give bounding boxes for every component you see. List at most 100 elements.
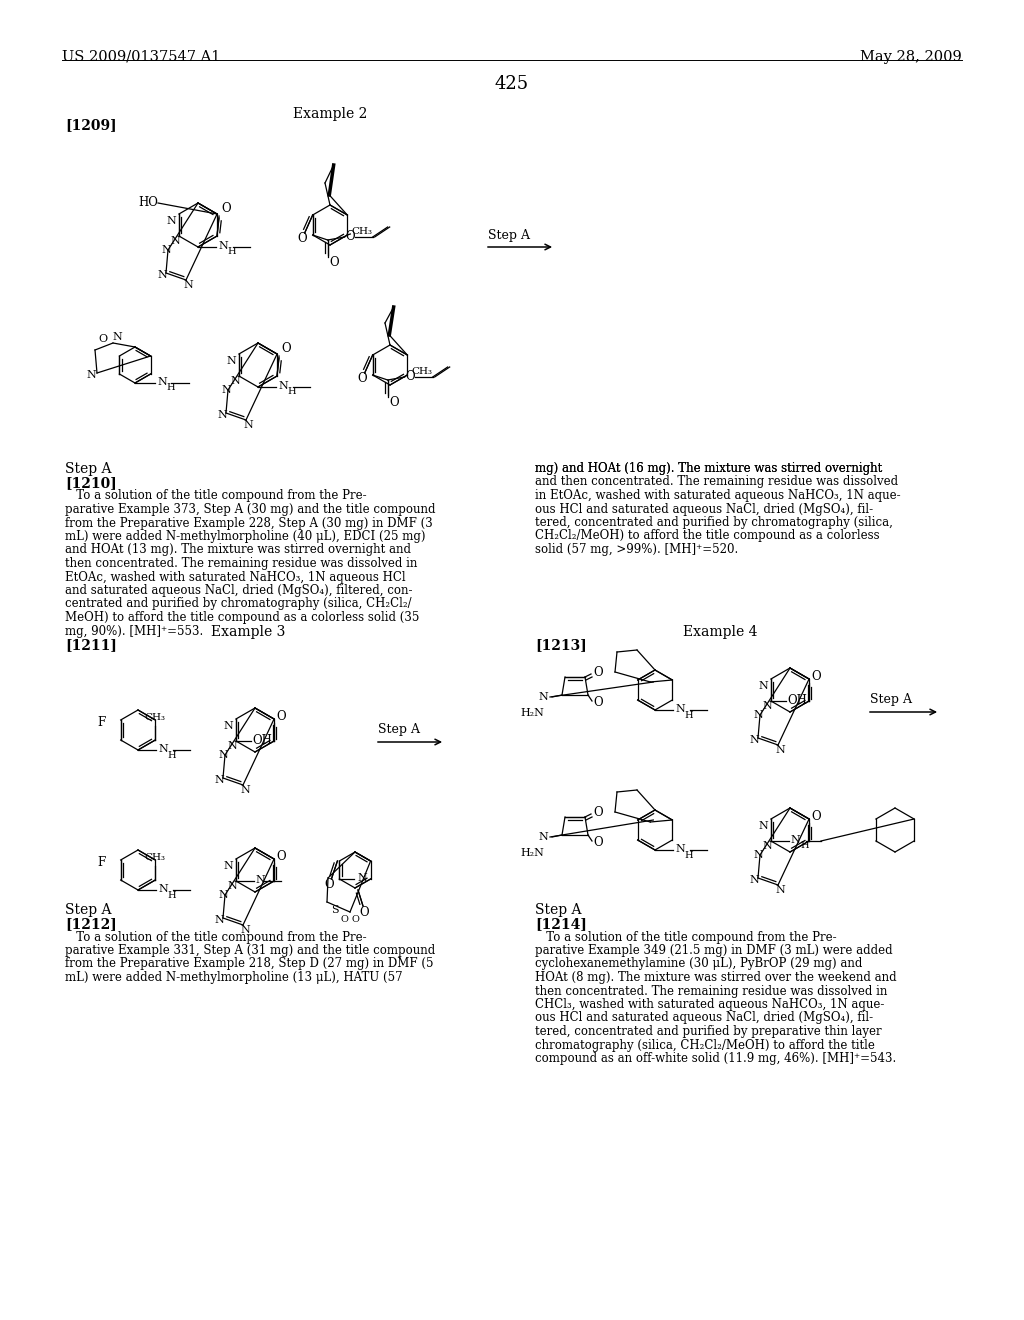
Text: To a solution of the title compound from the Pre-: To a solution of the title compound from…: [535, 931, 837, 944]
Text: N: N: [221, 385, 230, 395]
Text: H: H: [227, 248, 236, 256]
Text: N: N: [223, 861, 232, 871]
Text: H₂N: H₂N: [520, 708, 544, 718]
Text: CH₂Cl₂/MeOH) to afford the title compound as a colorless: CH₂Cl₂/MeOH) to afford the title compoun…: [535, 529, 880, 543]
Text: [1211]: [1211]: [65, 638, 117, 652]
Text: Step A: Step A: [488, 228, 530, 242]
Text: H: H: [800, 842, 809, 850]
Text: H: H: [684, 850, 692, 859]
Text: parative Example 331, Step A (31 mg) and the title compound: parative Example 331, Step A (31 mg) and…: [65, 944, 435, 957]
Text: N: N: [240, 925, 250, 935]
Text: O: O: [298, 232, 307, 246]
Text: then concentrated. The remaining residue was dissolved in: then concentrated. The remaining residue…: [65, 557, 418, 570]
Text: OH: OH: [252, 734, 271, 747]
Text: N: N: [243, 420, 253, 430]
Text: MeOH) to afford the title compound as a colorless solid (35: MeOH) to afford the title compound as a …: [65, 611, 420, 624]
Text: O: O: [221, 202, 230, 214]
Text: mg) and HOAt (16 mg). The mixture was stirred overnight: mg) and HOAt (16 mg). The mixture was st…: [535, 462, 883, 475]
Text: N: N: [183, 280, 193, 290]
Text: in EtOAc, washed with saturated aqueous NaHCO₃, 1N aque-: in EtOAc, washed with saturated aqueous …: [535, 488, 901, 502]
Text: Example 4: Example 4: [683, 624, 758, 639]
Text: N: N: [218, 890, 228, 900]
Text: N: N: [791, 836, 801, 845]
Text: [1214]: [1214]: [535, 917, 587, 931]
Text: N: N: [217, 411, 227, 420]
Text: N: N: [227, 741, 237, 751]
Text: N: N: [256, 875, 265, 884]
Text: Step A: Step A: [870, 693, 912, 706]
Text: ous HCl and saturated aqueous NaCl, dried (MgSO₄), fil-: ous HCl and saturated aqueous NaCl, drie…: [535, 503, 873, 516]
Text: CH₃: CH₃: [412, 367, 432, 376]
Text: N: N: [753, 710, 763, 719]
Text: O: O: [811, 671, 820, 684]
Text: [1212]: [1212]: [65, 917, 117, 931]
Text: H: H: [166, 384, 175, 392]
Text: Step A: Step A: [535, 903, 582, 917]
Text: Example 3: Example 3: [211, 624, 286, 639]
Text: N: N: [675, 843, 685, 854]
Text: EtOAc, washed with saturated NaHCO₃, 1N aqueous HCl: EtOAc, washed with saturated NaHCO₃, 1N …: [65, 570, 406, 583]
Text: N: N: [223, 721, 232, 731]
Text: CH₃: CH₃: [144, 853, 166, 862]
Text: Step A: Step A: [65, 903, 112, 917]
Text: CH₃: CH₃: [144, 713, 166, 722]
Text: Step A: Step A: [65, 462, 112, 477]
Text: O: O: [325, 879, 334, 891]
Text: N: N: [357, 873, 368, 883]
Text: N: N: [758, 681, 768, 690]
Text: O: O: [281, 342, 291, 355]
Text: N: N: [762, 841, 772, 851]
Text: N: N: [675, 704, 685, 714]
Text: HO: HO: [138, 197, 158, 210]
Text: N: N: [218, 750, 228, 760]
Text: N: N: [157, 378, 167, 387]
Text: parative Example 349 (21.5 mg) in DMF (3 mL) were added: parative Example 349 (21.5 mg) in DMF (3…: [535, 944, 893, 957]
Text: N: N: [539, 832, 548, 842]
Text: N: N: [539, 692, 548, 702]
Text: parative Example 373, Step A (30 mg) and the title compound: parative Example 373, Step A (30 mg) and…: [65, 503, 435, 516]
Text: N: N: [775, 744, 784, 755]
Text: N: N: [226, 356, 236, 366]
Text: To a solution of the title compound from the Pre-: To a solution of the title compound from…: [65, 490, 367, 503]
Text: N: N: [157, 271, 167, 280]
Text: N: N: [214, 775, 224, 785]
Text: N: N: [170, 236, 180, 246]
Text: H: H: [287, 388, 296, 396]
Text: and HOAt (13 mg). The mixture was stirred overnight and: and HOAt (13 mg). The mixture was stirre…: [65, 544, 411, 557]
Text: O: O: [359, 906, 369, 919]
Text: OH: OH: [787, 693, 807, 706]
Text: mL) were added N-methylmorpholine (40 μL), EDCI (25 mg): mL) were added N-methylmorpholine (40 μL…: [65, 531, 426, 543]
Text: Step A: Step A: [378, 723, 420, 737]
Text: and then concentrated. The remaining residue was dissolved: and then concentrated. The remaining res…: [535, 475, 898, 488]
Text: N: N: [758, 821, 768, 832]
Text: CH₃: CH₃: [351, 227, 373, 236]
Text: [1210]: [1210]: [65, 477, 117, 490]
Text: N: N: [218, 242, 227, 251]
Text: Example 2: Example 2: [293, 107, 368, 121]
Text: N: N: [230, 376, 240, 385]
Text: N: N: [112, 333, 122, 342]
Text: O: O: [593, 697, 603, 710]
Text: O: O: [811, 810, 820, 824]
Text: mg) and HOAt (16 mg). The mixture was stirred overnight: mg) and HOAt (16 mg). The mixture was st…: [535, 462, 883, 475]
Text: chromatography (silica, CH₂Cl₂/MeOH) to afford the title: chromatography (silica, CH₂Cl₂/MeOH) to …: [535, 1039, 874, 1052]
Text: HOAt (8 mg). The mixture was stirred over the weekend and: HOAt (8 mg). The mixture was stirred ove…: [535, 972, 897, 983]
Text: from the Preparative Example 228, Step A (30 mg) in DMF (3: from the Preparative Example 228, Step A…: [65, 516, 433, 529]
Text: N: N: [158, 744, 168, 754]
Text: H: H: [684, 710, 692, 719]
Text: O: O: [98, 334, 108, 345]
Text: O: O: [406, 371, 416, 384]
Text: centrated and purified by chromatography (silica, CH₂Cl₂/: centrated and purified by chromatography…: [65, 598, 412, 610]
Text: H₂N: H₂N: [520, 847, 544, 858]
Text: S: S: [331, 906, 339, 915]
Text: cyclohexanemethylamine (30 μL), PyBrOP (29 mg) and: cyclohexanemethylamine (30 μL), PyBrOP (…: [535, 957, 862, 970]
Text: tered, concentrated and purified by chromatography (silica,: tered, concentrated and purified by chro…: [535, 516, 893, 529]
Text: N: N: [161, 246, 171, 255]
Text: N: N: [158, 884, 168, 894]
Text: 425: 425: [495, 75, 529, 92]
Text: N: N: [775, 884, 784, 895]
Text: ous HCl and saturated aqueous NaCl, dried (MgSO₄), fil-: ous HCl and saturated aqueous NaCl, drie…: [535, 1011, 873, 1024]
Text: O: O: [276, 850, 286, 863]
Text: F: F: [97, 715, 105, 729]
Text: [1209]: [1209]: [65, 117, 117, 132]
